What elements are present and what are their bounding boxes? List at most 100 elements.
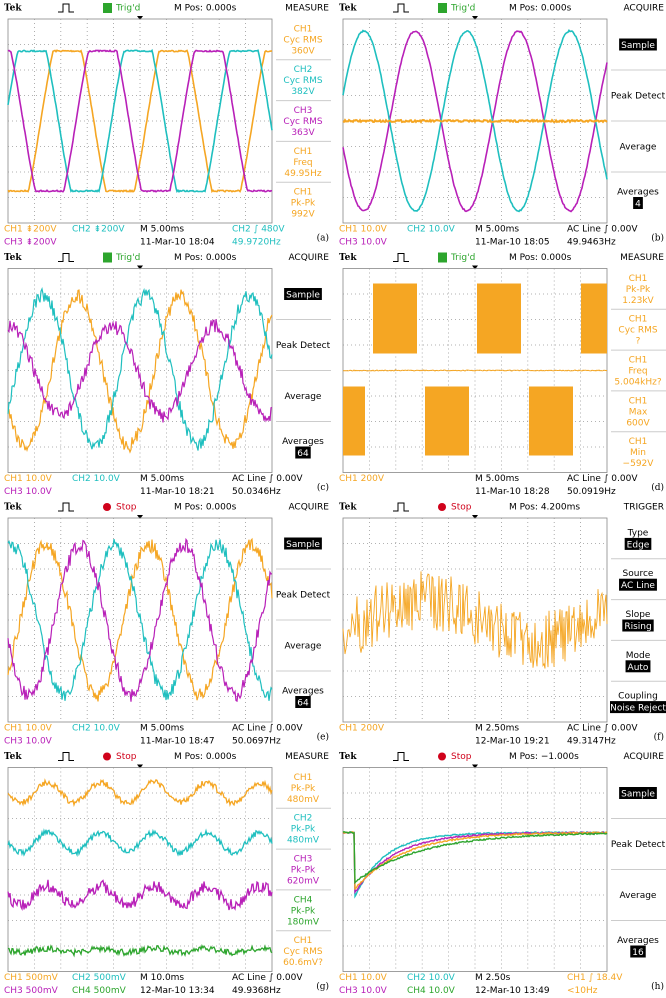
menu-text: 620mV — [287, 877, 320, 887]
menu-value: Sample — [621, 41, 655, 51]
menu-text: CH1 — [294, 24, 313, 34]
footer-text: CH3 10.0V — [4, 487, 53, 497]
brand: Tek — [4, 752, 22, 762]
brand: Tek — [339, 752, 357, 762]
menu-text: Pk-Pk — [291, 825, 316, 835]
menu-text: Max — [629, 407, 648, 417]
menu-text: 992V — [291, 210, 315, 220]
footer-text: 11-Mar-10 18:04 — [140, 238, 215, 248]
panel-label: (f) — [654, 732, 664, 743]
menu-text: Cyc RMS — [283, 947, 322, 957]
status-box — [103, 253, 112, 263]
footer-text: M 5.00ms — [140, 474, 184, 484]
footer-text: CH1 200V — [339, 474, 385, 484]
footer-text: CH1 10.0V — [4, 724, 53, 734]
position: M Pos: 0.000s — [509, 253, 572, 263]
scope-panel: TekTrig'dM Pos: 0.000sACQUIRESamplePeak … — [4, 253, 331, 498]
footer-text: CH3 10.0V — [339, 238, 388, 248]
footer-text: AC Line ∫ 0.00V — [232, 973, 303, 983]
menu-text: 49.95Hz — [284, 169, 322, 179]
footer-text: M 5.00ms — [475, 474, 519, 484]
menu-text: CH1 — [294, 188, 313, 198]
menu-text: Average — [285, 392, 322, 402]
menu-text: Averages — [282, 687, 324, 697]
menu-value: Sample — [621, 790, 655, 800]
menu-text: Coupling — [618, 692, 658, 702]
menu-title: ACQUIRE — [288, 253, 329, 263]
menu-text: Cyc RMS — [618, 326, 657, 336]
trigger-icon — [393, 254, 409, 262]
scope-panel: TekTrig'dM Pos: 0.000sACQUIRESamplePeak … — [339, 3, 666, 248]
panel-label: (e) — [317, 732, 329, 743]
footer-text: AC Line ∫ 0.00V — [567, 225, 638, 235]
footer-text: 11-Mar-10 18:21 — [140, 487, 215, 497]
position: M Pos: 0.000s — [174, 752, 237, 762]
scope-grid: TekTrig'dM Pos: 0.000sMEASURECH1Cyc RMS3… — [0, 0, 666, 998]
menu-text: Cyc RMS — [283, 35, 322, 45]
menu-title: ACQUIRE — [623, 752, 664, 762]
status: Stop — [451, 503, 472, 513]
brand: Tek — [4, 503, 22, 513]
menu-text: Average — [285, 642, 322, 652]
status: Stop — [116, 503, 137, 513]
footer-text: 50.0697Hz — [232, 737, 281, 747]
menu-text: Average — [620, 891, 657, 901]
menu-text: Peak Detect — [276, 591, 331, 601]
footer-text: CH1 200V — [339, 724, 385, 734]
menu-title: TRIGGER — [623, 503, 664, 513]
menu-text: CH1 — [294, 773, 313, 783]
menu-value: Edge — [627, 540, 650, 550]
footer-text: CH2 10.0V — [72, 474, 121, 484]
footer-text: M 10.0ms — [140, 973, 184, 983]
menu-text: Pk-Pk — [291, 906, 316, 916]
footer-text: 12-Mar-10 19:21 — [475, 737, 550, 747]
panel-label: (a) — [317, 233, 329, 244]
footer-text: CH1 10.0V — [339, 225, 388, 235]
menu-text: Averages — [617, 188, 659, 198]
menu-text: Freq — [628, 367, 647, 377]
panel-label: (g) — [316, 981, 329, 992]
menu-value: 16 — [632, 948, 644, 958]
panel-label: (d) — [651, 482, 664, 493]
waveform-block — [425, 387, 469, 456]
status-box — [103, 3, 112, 13]
panel-label: (c) — [317, 482, 329, 493]
brand: Tek — [4, 253, 22, 263]
footer-text: M 5.00ms — [475, 225, 519, 235]
menu-text: 480mV — [287, 836, 320, 846]
footer-text: CH4 500mV — [72, 986, 127, 996]
trigger-icon — [58, 4, 74, 12]
menu-text: Averages — [282, 437, 324, 447]
footer-text: AC Line ∫ 0.00V — [232, 474, 303, 484]
footer-text: CH2 ∫ 480V — [232, 225, 285, 235]
menu-text: −592V — [623, 459, 655, 469]
menu-text: Peak Detect — [276, 341, 331, 351]
menu-text: CH1 — [629, 356, 648, 366]
position: M Pos: 0.000s — [174, 503, 237, 513]
page: TekTrig'dM Pos: 0.000sMEASURECH1Cyc RMS3… — [0, 0, 666, 998]
menu-text: 360V — [291, 46, 315, 56]
footer-text: M 2.50ms — [475, 724, 519, 734]
status: Trig'd — [450, 253, 475, 263]
brand: Tek — [339, 253, 357, 263]
menu-text: Averages — [617, 936, 659, 946]
trigger-icon — [393, 753, 409, 761]
panel-label: (b) — [651, 233, 664, 244]
status-box — [438, 3, 447, 13]
menu-text: CH1 — [294, 936, 313, 946]
status: Stop — [451, 752, 472, 762]
menu-text: Pk-Pk — [291, 199, 316, 209]
trigger-icon — [58, 254, 74, 262]
menu-text: Cyc RMS — [283, 117, 322, 127]
footer-text: CH3 10.0V — [4, 737, 53, 747]
menu-text: Source — [623, 569, 654, 579]
footer-text: CH2 10.0V — [407, 973, 456, 983]
footer-text: 11-Mar-10 18:28 — [475, 487, 550, 497]
menu-text: 382V — [291, 87, 315, 97]
waveform-block — [529, 387, 573, 456]
menu-text: CH1 — [294, 147, 313, 157]
menu-value: Noise Reject — [610, 704, 666, 714]
